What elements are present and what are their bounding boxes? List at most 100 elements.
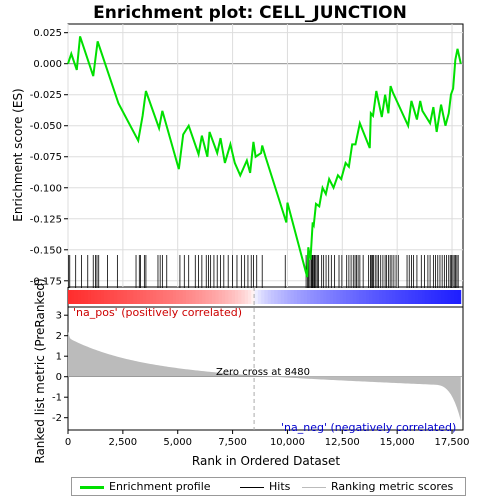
rank-color-segment bbox=[293, 290, 298, 304]
legend-item-hits: Hits bbox=[240, 480, 290, 494]
metric-y-axis-label: Ranked list metric (PreRanked) bbox=[33, 278, 47, 463]
rank-color-segment bbox=[136, 290, 141, 304]
rank-color-segment bbox=[179, 290, 183, 304]
rank-color-segment bbox=[218, 290, 223, 304]
x-tick-label: 2,500 bbox=[109, 437, 138, 448]
rank-color-segment bbox=[323, 290, 327, 304]
rank-color-segment bbox=[398, 290, 403, 304]
x-tick-label: 17,500 bbox=[435, 437, 470, 448]
rank-color-segment bbox=[303, 290, 308, 304]
rank-color-segment bbox=[437, 290, 442, 304]
rank-color-segment bbox=[414, 290, 419, 304]
rank-color-segment bbox=[284, 290, 288, 304]
legend: Enrichment profile Hits Ranking metric s… bbox=[71, 477, 466, 496]
rank-color-segment bbox=[228, 290, 233, 304]
rank-color-segment bbox=[441, 290, 445, 304]
rank-color-bar bbox=[68, 290, 462, 304]
rank-color-segment bbox=[388, 290, 393, 304]
rank-color-segment bbox=[126, 290, 131, 304]
metric-y-tick-label: 3 bbox=[56, 311, 62, 322]
rank-color-segment bbox=[297, 290, 301, 304]
rank-color-segment bbox=[202, 290, 206, 304]
rank-color-segment bbox=[162, 290, 167, 304]
es-y-tick-label: -0.100 bbox=[30, 183, 62, 194]
rank-color-segment bbox=[346, 290, 350, 304]
rank-color-segment bbox=[189, 290, 193, 304]
zero-cross-label: Zero cross at 8480 bbox=[216, 367, 310, 378]
es-y-tick-label: -0.025 bbox=[30, 90, 62, 101]
rank-color-segment bbox=[156, 290, 161, 304]
rank-color-segment bbox=[280, 290, 285, 304]
rank-color-segment bbox=[424, 290, 429, 304]
x-axis-label: Rank in Ordered Dataset bbox=[192, 454, 340, 468]
rank-color-segment bbox=[182, 290, 187, 304]
es-y-tick-label: -0.075 bbox=[30, 152, 62, 163]
metric-y-tick-label: 1 bbox=[56, 352, 62, 363]
rank-color-segment bbox=[71, 290, 75, 304]
rank-color-segment bbox=[336, 290, 341, 304]
rank-color-segment bbox=[333, 290, 337, 304]
metric-y-tick-label: 2 bbox=[56, 331, 62, 342]
rank-color-segment bbox=[241, 290, 246, 304]
rank-color-segment bbox=[405, 290, 409, 304]
rank-color-segment bbox=[378, 290, 383, 304]
rank-color-segment bbox=[434, 290, 439, 304]
es-y-tick-label: 0.025 bbox=[33, 28, 62, 39]
rank-color-segment bbox=[107, 290, 111, 304]
legend-label-hits: Hits bbox=[269, 480, 291, 493]
rank-color-segment bbox=[274, 290, 278, 304]
legend-label-profile: Enrichment profile bbox=[109, 480, 211, 493]
rank-color-segment bbox=[221, 290, 226, 304]
enrichment-profile bbox=[67, 36, 462, 278]
rank-color-segment bbox=[270, 290, 275, 304]
rank-color-segment bbox=[100, 290, 105, 304]
rank-color-segment bbox=[251, 290, 255, 304]
rank-color-segment bbox=[365, 290, 370, 304]
rank-color-segment bbox=[146, 290, 151, 304]
rank-color-segment bbox=[444, 290, 449, 304]
rank-color-segment bbox=[369, 290, 373, 304]
x-axis: 0 2,500 5,000 7,500 10,000 12,500 15,000 17,500 bbox=[65, 430, 470, 448]
hit-marks bbox=[68, 255, 459, 288]
rank-color-segment bbox=[110, 290, 115, 304]
rank-color-segment bbox=[195, 290, 200, 304]
legend-line-metric-icon bbox=[302, 486, 326, 488]
rank-color-segment bbox=[84, 290, 89, 304]
rank-color-segment bbox=[81, 290, 85, 304]
rank-color-segment bbox=[431, 290, 436, 304]
rank-color-segment bbox=[68, 290, 72, 304]
rank-color-segment bbox=[208, 290, 213, 304]
rank-color-segment bbox=[133, 290, 138, 304]
legend-line-profile-icon bbox=[80, 485, 104, 489]
metric-y-axis: 3 2 1 0 -1 -2 bbox=[52, 311, 68, 424]
es-y-tick-label: -0.175 bbox=[30, 276, 62, 287]
rank-color-segment bbox=[169, 290, 174, 304]
rank-color-segment bbox=[385, 290, 390, 304]
es-y-axis: 0.025 0.000 -0.025 -0.050 -0.075 -0.100 -0.125… bbox=[30, 28, 68, 287]
rank-color-segment bbox=[349, 290, 354, 304]
rank-color-segment bbox=[306, 290, 311, 304]
metric-y-tick-label: -2 bbox=[52, 413, 62, 424]
rank-color-segment bbox=[166, 290, 170, 304]
es-y-tick-label: -0.125 bbox=[30, 214, 62, 225]
x-tick-label: 5,000 bbox=[163, 437, 192, 448]
rank-color-segment bbox=[326, 290, 331, 304]
rank-color-segment bbox=[450, 290, 455, 304]
rank-color-segment bbox=[248, 290, 252, 304]
legend-item-metric: Ranking metric scores bbox=[302, 480, 453, 494]
es-y-tick-label: -0.150 bbox=[30, 245, 62, 256]
rank-color-segment bbox=[359, 290, 364, 304]
rank-color-segment bbox=[418, 290, 422, 304]
rank-color-segment bbox=[117, 290, 121, 304]
legend-item-profile: Enrichment profile bbox=[80, 480, 211, 494]
rank-color-segment bbox=[339, 290, 344, 304]
rank-color-segment bbox=[408, 290, 413, 304]
metric-area bbox=[68, 331, 461, 421]
rank-color-segment bbox=[143, 290, 147, 304]
rank-color-segment bbox=[87, 290, 92, 304]
rank-color-segment bbox=[104, 290, 108, 304]
legend-line-hits-icon bbox=[240, 486, 264, 488]
metric-y-tick-label: -1 bbox=[52, 393, 62, 404]
rank-color-segment bbox=[411, 290, 416, 304]
